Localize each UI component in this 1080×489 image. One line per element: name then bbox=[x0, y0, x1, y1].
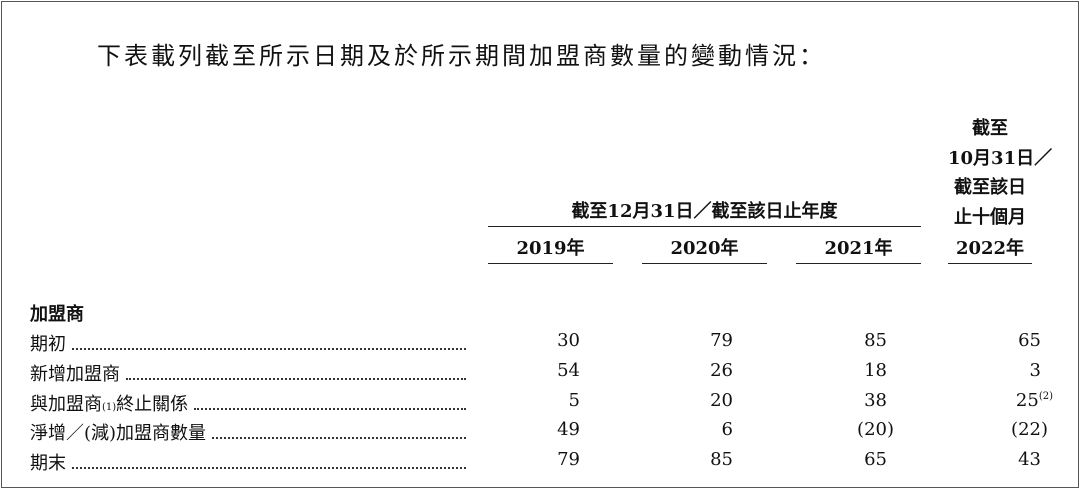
label-text: 期初 bbox=[30, 334, 66, 355]
cell: 85 bbox=[807, 330, 887, 351]
row-label: 淨增／(減)加盟商數量 bbox=[30, 419, 466, 445]
group-header: 截至12月31日／截至該日止年度 bbox=[571, 201, 838, 222]
cell-value: 26 bbox=[710, 359, 733, 381]
cell: 30 bbox=[500, 330, 580, 351]
cell: 79 bbox=[653, 330, 733, 351]
cell: 85 bbox=[653, 449, 733, 470]
cell: 54 bbox=[500, 360, 580, 381]
year-header: 2019年 bbox=[516, 238, 585, 259]
cell-value: 20 bbox=[710, 389, 733, 411]
cell-value: 38 bbox=[864, 389, 887, 411]
cell-value: 3 bbox=[1029, 359, 1041, 381]
cell-value: 43 bbox=[1018, 449, 1041, 471]
cell-value: (22) bbox=[1011, 419, 1048, 441]
last-header-line: 10月31日／ bbox=[948, 147, 1053, 169]
last-header-line: 截至 bbox=[972, 118, 1008, 139]
last-header-line: 截至該日 bbox=[954, 177, 1026, 198]
cell-value: 65 bbox=[864, 449, 887, 471]
cell: 3 bbox=[961, 360, 1041, 381]
year-header: 2020年 bbox=[670, 238, 739, 259]
cell-value: 6 bbox=[721, 419, 733, 441]
leader bbox=[126, 377, 466, 380]
cell-value: 25 bbox=[1015, 389, 1039, 411]
cell-value: (20) bbox=[857, 419, 894, 441]
rule bbox=[488, 263, 613, 264]
label-text: 期末 bbox=[30, 453, 66, 475]
year-header: 2021年 bbox=[824, 238, 893, 259]
cell-value: 30 bbox=[557, 330, 580, 351]
cell: (20) bbox=[814, 419, 894, 440]
row-label: 期末 bbox=[30, 449, 466, 475]
cell-value: 49 bbox=[557, 419, 580, 441]
cell-value: 65 bbox=[1018, 330, 1041, 351]
value-note: (2) bbox=[1038, 390, 1053, 402]
cell: 5 bbox=[500, 390, 580, 411]
cell: 20 bbox=[653, 390, 733, 411]
cell: 65 bbox=[961, 330, 1041, 351]
intro: 下表載列截至所示日期及於所示期間加盟商數量的變動情況： bbox=[97, 42, 826, 70]
leader bbox=[194, 407, 466, 410]
cell: 18 bbox=[807, 360, 887, 381]
cell-value: 85 bbox=[864, 330, 887, 351]
label-text: 與加盟商 bbox=[30, 393, 102, 415]
label-text: 新增加盟商 bbox=[30, 363, 120, 385]
label-text: 淨增／(減)加盟商數量 bbox=[30, 423, 207, 445]
cell: 43 bbox=[961, 449, 1041, 470]
last-header-line: 止十個月 bbox=[954, 206, 1026, 228]
cell: 65 bbox=[807, 449, 887, 470]
cell: 79 bbox=[500, 449, 580, 470]
cell: 49 bbox=[500, 419, 580, 440]
cell-value: 18 bbox=[864, 359, 887, 381]
label-note: (1) bbox=[102, 401, 117, 413]
rule bbox=[948, 263, 1032, 264]
cell: (22) bbox=[968, 419, 1048, 440]
row-label: 新增加盟商 bbox=[30, 360, 466, 386]
label-text: 終止關係 bbox=[116, 393, 189, 415]
cell: 6 bbox=[653, 419, 733, 440]
year-header: 2022年 bbox=[955, 238, 1025, 259]
cell-value: 54 bbox=[557, 359, 580, 381]
cell: 38 bbox=[807, 390, 887, 411]
row-label: 期初 bbox=[30, 330, 466, 356]
row-label: 與加盟商 (1) 終止關係 bbox=[30, 390, 466, 416]
cell-value: 79 bbox=[710, 330, 733, 351]
cell: 25(2) bbox=[973, 390, 1053, 411]
rule bbox=[488, 226, 921, 227]
cell-value: 79 bbox=[557, 449, 580, 471]
cell: 26 bbox=[653, 360, 733, 381]
section-title: 加盟商 bbox=[30, 304, 84, 325]
leader bbox=[212, 437, 466, 440]
rule bbox=[642, 263, 767, 264]
cell-value: 85 bbox=[710, 449, 733, 471]
leader bbox=[72, 348, 466, 350]
leader bbox=[72, 467, 466, 470]
cell-value: 5 bbox=[568, 389, 580, 411]
rule bbox=[796, 263, 921, 264]
